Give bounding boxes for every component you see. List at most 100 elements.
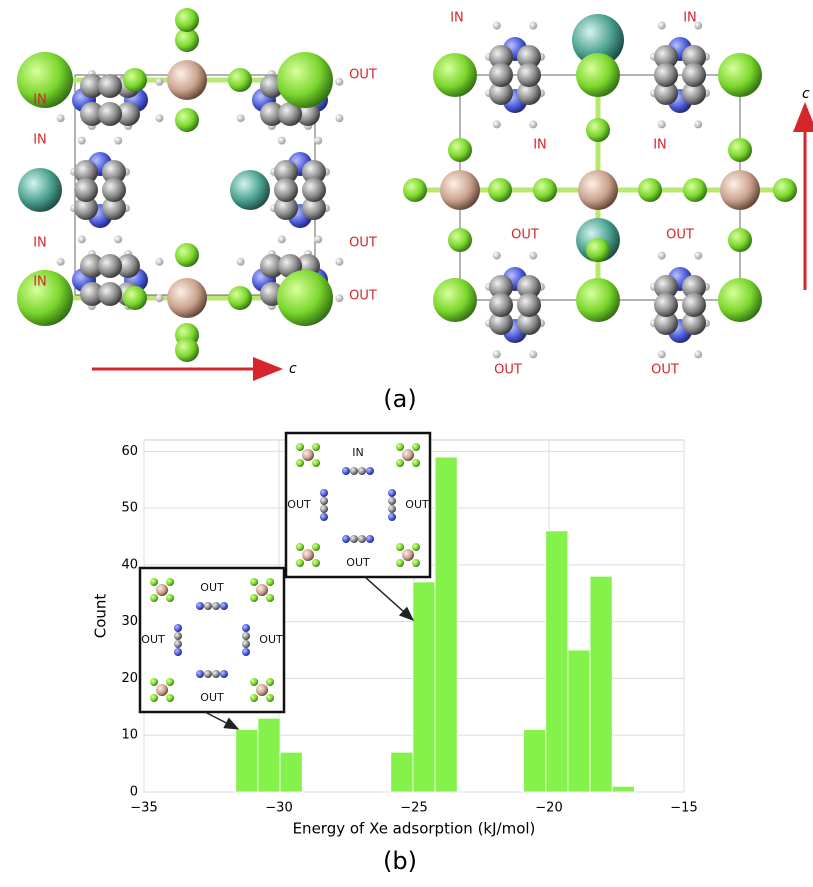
atom [277,136,286,145]
x-tick-label: −35 [130,801,157,816]
atom [402,549,414,561]
inset-label: IN [352,446,363,459]
bar [523,729,547,793]
atom [396,459,404,467]
atom [388,497,396,505]
atom [302,549,314,561]
atom [80,282,104,306]
atom [296,459,304,467]
atom [529,120,538,129]
bar [257,717,281,793]
atom [517,293,541,317]
atom [720,170,760,210]
atom [529,21,538,30]
atom [266,594,274,602]
atom [492,120,501,129]
atom [242,632,250,640]
x-tick-label: −20 [535,801,562,816]
atom [654,63,678,87]
bar [589,575,613,793]
atom [433,278,477,322]
atom [654,293,678,317]
atom [320,497,328,505]
atom [682,311,706,335]
atom [654,311,678,335]
atom [74,178,98,202]
atom [175,338,199,362]
atom [220,602,228,610]
molecular-structures [17,8,797,362]
atom [489,293,513,317]
atom [220,670,228,678]
atom [166,694,174,702]
atom [175,243,199,267]
atom [156,684,168,696]
atom [250,594,258,602]
atom [492,251,501,260]
inset-label: OUT [200,691,224,704]
atom [533,178,557,202]
atom [260,254,284,278]
atom [517,45,541,69]
atom [123,286,147,310]
atom [242,624,250,632]
atom [98,74,122,98]
inset-label: OUT [141,633,165,646]
site-label: OUT [349,68,377,83]
atom [312,443,320,451]
site-label: IN [533,138,547,153]
atom [102,196,126,220]
site-label: OUT [651,363,679,378]
atom [18,168,62,212]
atom [102,178,126,202]
atom [576,53,620,97]
y-tick-label: 50 [121,501,138,516]
atom [302,196,326,220]
atom [166,578,174,586]
atom [175,8,199,32]
atom [388,513,396,521]
atom [728,138,752,162]
atom [204,670,212,678]
atom [396,559,404,567]
atom [260,102,284,126]
atom [448,228,472,252]
inset-label: OUT [405,498,429,511]
atom [256,584,268,596]
atom [657,350,666,359]
atom [277,270,333,326]
site-label: IN [33,275,47,290]
atom [296,102,320,126]
atom [529,251,538,260]
atom [335,294,344,303]
site-label: OUT [349,236,377,251]
atom [174,648,182,656]
atom [694,251,703,260]
atom [150,594,158,602]
atom [56,257,65,266]
site-label: OUT [666,228,694,243]
bar [235,729,259,793]
atom [448,138,472,162]
atom [586,238,610,262]
atom [517,63,541,87]
atom [320,505,328,513]
atom [80,254,104,278]
atom [312,459,320,467]
atom [694,120,703,129]
atom [412,559,420,567]
atom [403,178,427,202]
atom [17,270,73,326]
atom [366,535,374,543]
atom [440,170,480,210]
atom [277,52,333,108]
atom [358,467,366,475]
atom [278,102,302,126]
atom [174,624,182,632]
atom [433,53,477,97]
atom [228,286,252,310]
atom [489,81,513,105]
y-tick-label: 60 [121,444,138,459]
atom [116,102,140,126]
atom [682,293,706,317]
